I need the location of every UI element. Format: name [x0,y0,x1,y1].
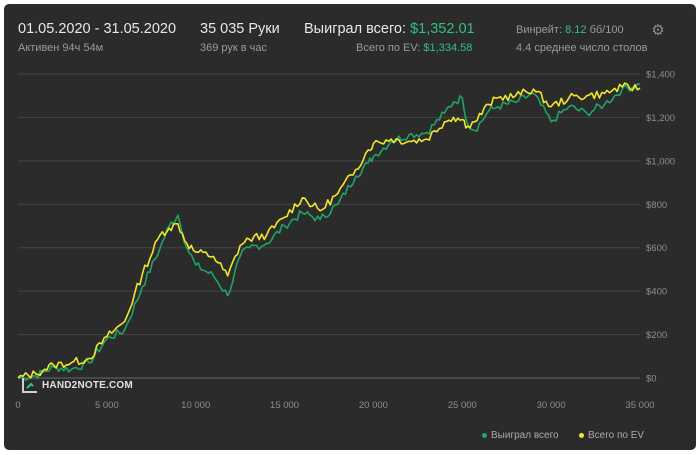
watermark: HAND2NOTE.COM [22,375,133,395]
x-tick-label: 25 000 [448,400,477,411]
avg-tables: 4.4 среднее число столов [516,42,648,54]
won-total: Выиграл всего: $1,352.01 [304,21,475,37]
y-tick-label: $0 [646,374,657,385]
y-tick-label: $800 [646,200,667,211]
winrate: Винрейт: 8.12 бб/100 [516,24,624,36]
won-label: Выиграл всего: [304,21,407,37]
y-tick-label: $1,400 [646,70,675,81]
series-line-ev [17,82,641,379]
legend-won-marker [482,433,487,438]
hand2note-logo-icon [22,377,38,393]
chart-canvas: $0 $200 $400 $600 $800 $1,000 $1,200 $1,400 0 5 0… [15,70,675,412]
date-range: 01.05.2020 - 31.05.2020 [18,21,177,37]
y-tick-label: $600 [646,243,667,254]
winrate-value: 8.12 [565,24,587,36]
ev-value: $1,334.58 [423,42,473,54]
hands-count: 35 035 Руки [200,21,280,37]
x-tick-label: 15 000 [270,400,299,411]
x-tick-label: 35 000 [625,400,654,411]
x-tick-label: 20 000 [359,400,388,411]
ev-total: Всего по EV: $1,334.58 [356,42,472,54]
y-tick-label: $200 [646,330,667,341]
active-time: Активен 94ч 54м [18,42,104,54]
y-tick-label: $400 [646,287,667,298]
legend-ev-marker [579,433,584,438]
x-tick-label: 30 000 [537,400,566,411]
x-tick-label: 0 [15,400,20,411]
won-value: $1,352.01 [410,21,475,37]
chart-panel: 01.05.2020 - 31.05.2020 Активен 94ч 54м … [4,4,696,450]
ev-label: Всего по EV: [356,42,421,54]
legend-won[interactable]: Выиграл всего [482,430,559,441]
hands-rate: 369 рук в час [200,42,268,54]
legend-won-label: Выиграл всего [491,430,559,441]
y-tick-label: $1,000 [646,156,675,167]
series-line-won [17,83,641,381]
y-tick-label: $1,200 [646,113,675,124]
x-tick-label: 10 000 [181,400,210,411]
watermark-text: HAND2NOTE.COM [42,379,133,391]
gear-icon[interactable]: ⚙ [651,22,665,39]
legend-ev-label: Всего по EV [588,430,645,441]
winrate-label: Винрейт: [516,24,563,36]
legend-ev[interactable]: Всего по EV [579,430,644,441]
winrate-unit: бб/100 [589,24,624,36]
x-tick-label: 5 000 [95,400,119,411]
